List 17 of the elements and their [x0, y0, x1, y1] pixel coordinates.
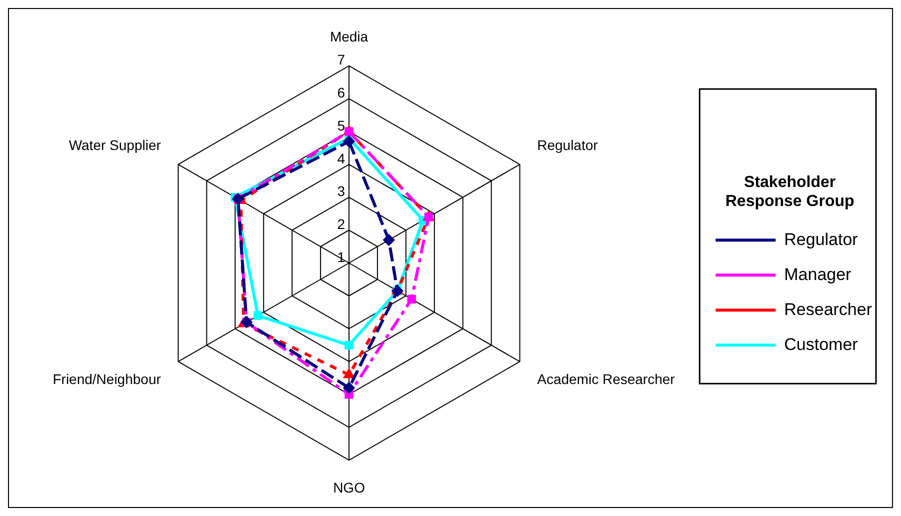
y-tick-label: 6: [337, 84, 346, 101]
spoke-label: Media: [330, 28, 368, 44]
legend-title: Stakeholder Response Group: [725, 174, 854, 210]
spoke-label: Regulator: [537, 136, 598, 153]
legend-label: Customer: [784, 334, 858, 354]
legend-label: Researcher: [784, 300, 872, 319]
spoke-label: Friend/Neighbour: [52, 370, 162, 387]
y-tick-label: 2: [337, 216, 346, 232]
spoke-label: Academic Researcher: [537, 370, 676, 387]
y-tick-label: 3: [337, 183, 346, 200]
y-tick-label: 7: [337, 52, 346, 68]
y-tick-label: 4: [337, 150, 346, 166]
legend-label: Regulator: [784, 230, 858, 249]
y-tick-label: 5: [337, 117, 346, 134]
spoke-label: NGO: [333, 479, 366, 496]
legend-label: Manager: [784, 264, 852, 284]
spoke-label: Water Supplier: [68, 136, 162, 153]
